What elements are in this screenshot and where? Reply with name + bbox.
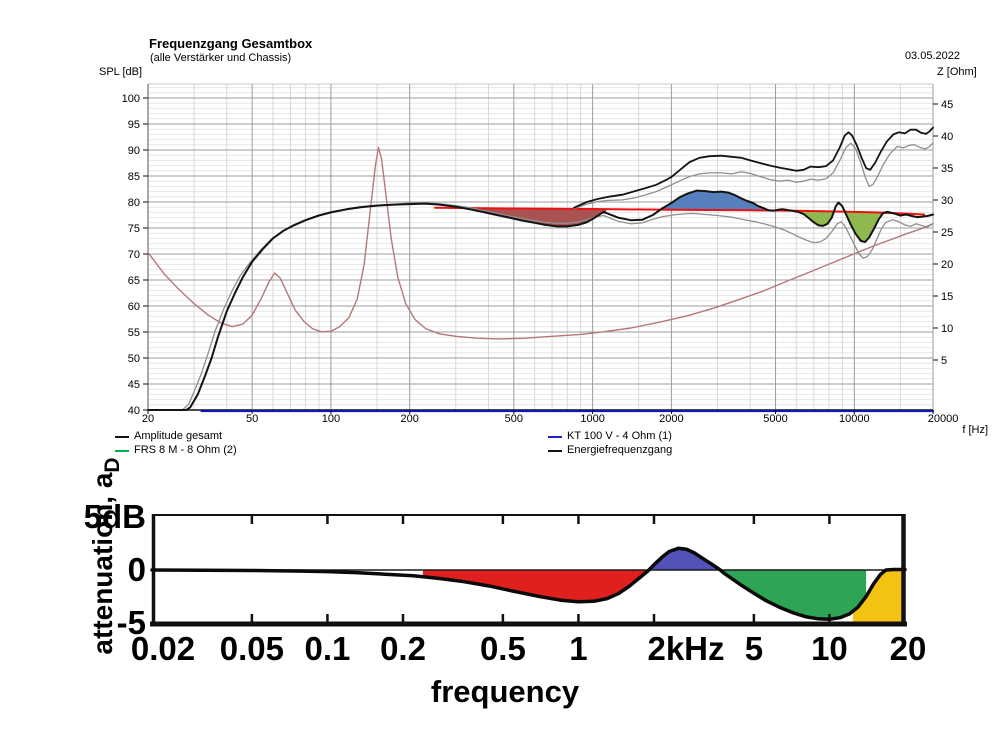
frequency-axis-label: frequency [431,674,580,709]
x-tick-label: 5000 [763,413,787,425]
y-left-tick-label: 65 [128,275,140,287]
frequency-unit-label: f [Hz] [962,424,988,436]
attenuation-axis-label: attenuation, aD [87,457,124,654]
y-right-tick-label: 15 [941,291,953,303]
y-right-tick-label: 10 [941,323,953,335]
chart-subtitle: (alle Verstärker und Chassis) [150,52,292,64]
legend-line-black2 [548,449,562,452]
legend-label: Energiefrequenzgang [567,444,673,456]
chart2-axis-labels: 5dB 0 -50.02 0.05 0.1 0.2 0.5 1 2kHz 5 10 20 frequen… [84,457,927,709]
series-energiefrequenzgang-oben [573,142,934,210]
y-right-tick-label: 35 [941,163,953,175]
x-tick-label: 20000 [928,413,959,425]
chart2-regions [422,548,905,623]
impedance-axis-label: Z [Ohm] [937,66,977,78]
y-left-tick-label: 45 [128,379,140,391]
y-left-tick-label: 50 [128,353,140,365]
deviation-area-presence-boost [660,190,768,212]
attenuation-tick-label: -5 [117,604,146,641]
attenuation-tick-label: 5dB [84,498,146,535]
frequency-tick-label: 5 [745,630,763,667]
frequency-tick-label: 0.02 [131,630,195,667]
y-left-tick-label: 60 [128,301,140,313]
chart-title: Frequenzgang Gesamtbox [149,36,313,51]
legend-line-green [115,449,129,452]
legend: Amplitude gesamt KT 100 V - 4 Ohm (1) FR… [0,429,992,457]
region-red-cut [422,570,649,602]
frequency-tick-label: 1 [569,630,587,667]
spl-axis-label: SPL [dB] [99,66,143,78]
frequency-tick-label: 0.5 [480,630,526,667]
region-green-cut [719,569,867,620]
y-left-tick-label: 55 [128,327,140,339]
x-tick-label: 10000 [839,413,870,425]
x-tick-label: 1000 [580,413,604,425]
chart1-axis-labels: 40 45 50 55 60 65 70 75 80 85 90 95 100 5 10 15 20 25 30 35… [122,93,959,425]
y-right-tick-label: 45 [941,99,953,111]
chart1-series-front [147,126,935,411]
y-left-tick-label: 75 [128,223,140,235]
frequency-tick-label: 20 [890,630,927,667]
x-tick-label: 100 [322,413,340,425]
y-left-tick-label: 80 [128,197,140,209]
series-amplitude-gesamt [147,189,935,411]
frequency-tick-label: 0.05 [220,630,284,667]
legend-label: KT 100 V - 4 Ohm (1) [567,430,672,442]
legend-line-black [115,435,129,438]
y-left-tick-label: 95 [128,119,140,131]
y-right-tick-label: 20 [941,259,953,271]
legend-item-kt100v: KT 100 V - 4 Ohm (1) [548,430,672,443]
x-tick-label: 50 [246,413,258,425]
attenuation-tick-label: 0 [128,551,146,588]
y-right-tick-label: 40 [941,131,953,143]
x-tick-label: 200 [401,413,419,425]
y-left-tick-label: 70 [128,249,140,261]
y-left-tick-label: 40 [128,405,140,417]
x-tick-label: 2000 [659,413,683,425]
frequency-response-chart: 40 45 50 55 60 65 70 75 80 85 90 95 100 5 10 15 20 25 30 35… [122,83,959,425]
series-impedanz [147,146,934,340]
chart2-frame [150,514,907,627]
frequency-tick-label: 2kHz [647,630,724,667]
chart-date: 03.05.2022 [904,50,960,62]
chart1-deviation-areas [469,190,882,243]
y-left-tick-label: 85 [128,171,140,183]
legend-item-frs8m: FRS 8 M - 8 Ohm (2) [115,444,237,457]
region-yellow-rolloff [852,570,905,623]
chart1-series-back [147,146,934,413]
series-attenuation-curve [150,546,907,622]
chart1-grid [147,83,934,411]
frequency-tick-label: 0.1 [305,630,351,667]
y-left-tick-label: 100 [122,93,140,105]
x-tick-label: 500 [505,413,523,425]
series-amplitude-oben [573,126,934,209]
legend-item-energie: Energiefrequenzgang [548,444,672,457]
legend-label: FRS 8 M - 8 Ohm (2) [134,444,237,456]
legend-item-amplitude: Amplitude gesamt [115,430,222,443]
legend-label: Amplitude gesamt [134,430,223,442]
y-right-tick-label: 30 [941,195,953,207]
legend-line-blue [548,435,562,438]
x-tick-label: 20 [142,413,154,425]
y-right-tick-label: 5 [941,355,947,367]
frequency-tick-label: 10 [811,630,848,667]
y-left-tick-label: 90 [128,145,140,157]
frequency-tick-label: 0.2 [380,630,426,667]
y-right-tick-label: 25 [941,227,953,239]
attenuation-chart: 5dB 0 -50.02 0.05 0.1 0.2 0.5 1 2kHz 5 10 20 frequen… [84,457,927,709]
